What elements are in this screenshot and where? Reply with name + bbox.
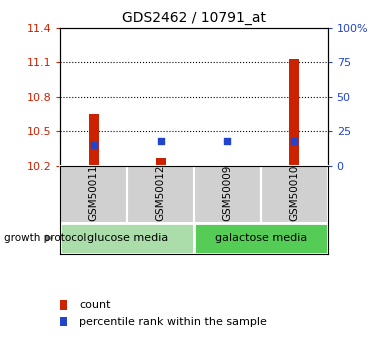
Text: glucose media: glucose media: [87, 233, 168, 243]
Text: GSM50010: GSM50010: [289, 165, 299, 221]
Point: [158, 138, 164, 144]
Bar: [222, 165, 232, 166]
Bar: [60, 300, 67, 310]
Point: [291, 138, 297, 144]
Bar: [194, 223, 328, 254]
Text: percentile rank within the sample: percentile rank within the sample: [79, 317, 267, 326]
Bar: [289, 59, 299, 166]
Point: [91, 143, 97, 148]
Bar: [261, 166, 328, 223]
Bar: [60, 317, 67, 326]
Text: GSM50009: GSM50009: [222, 165, 232, 221]
Point: [224, 138, 230, 144]
Text: galactose media: galactose media: [215, 233, 307, 243]
Bar: [60, 223, 194, 254]
Text: GSM50012: GSM50012: [156, 165, 166, 221]
Bar: [127, 166, 194, 223]
Title: GDS2462 / 10791_at: GDS2462 / 10791_at: [122, 11, 266, 25]
Bar: [60, 166, 127, 223]
Bar: [89, 114, 99, 166]
Bar: [194, 166, 261, 223]
Bar: [156, 158, 166, 166]
Text: GSM50011: GSM50011: [89, 165, 99, 221]
Text: growth protocol: growth protocol: [4, 233, 86, 243]
Text: count: count: [79, 300, 111, 310]
